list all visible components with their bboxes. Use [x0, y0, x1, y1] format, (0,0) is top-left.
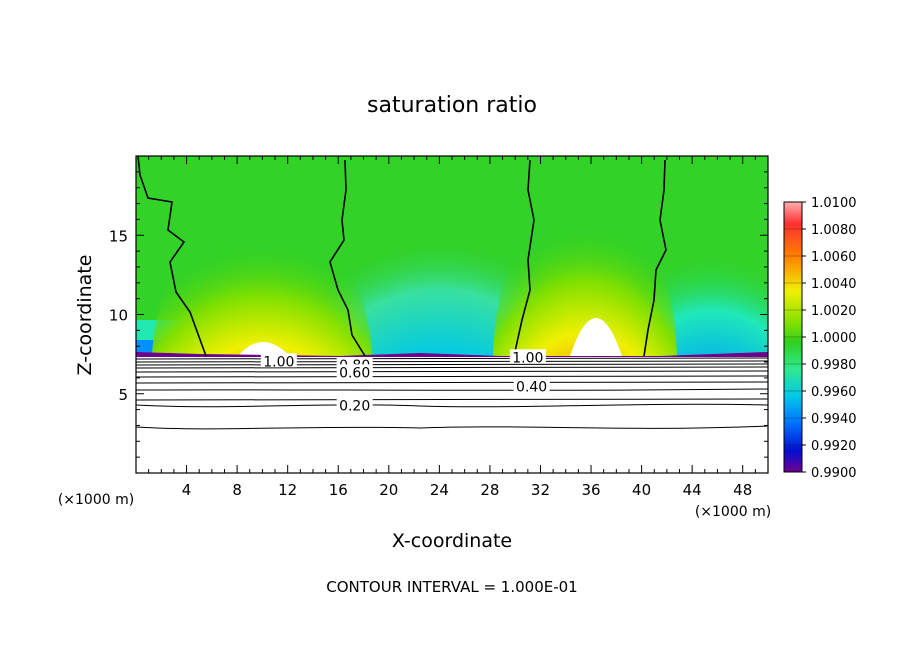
contour-label-bg [509, 349, 546, 364]
x-tick-label: 8 [232, 481, 242, 499]
contour-label: 1.00 [512, 350, 543, 366]
x-axis-ticks: 4 8 12 16 20 24 28 32 36 40 44 48 [148, 156, 756, 499]
contour-interval-note: CONTOUR INTERVAL = 1.000E-01 [326, 578, 577, 596]
chart-title: saturation ratio [367, 93, 537, 118]
plot-area [136, 156, 768, 473]
plume-core-1 [238, 342, 290, 356]
colorbar-label: 1.0100 [811, 196, 857, 211]
y-axis-label: Z-coordinate [74, 255, 96, 376]
y-tick-label: 10 [109, 307, 128, 325]
x-unit-right: (×1000 m) [695, 504, 771, 520]
x-unit-left: (×1000 m) [58, 492, 134, 508]
x-tick-label: 4 [182, 481, 192, 499]
x-tick-label: 40 [632, 481, 651, 499]
colorbar-labels: 1.0100 1.0080 1.0060 1.0040 1.0020 1.0000 0.99… [802, 196, 857, 481]
y-tick-label: 5 [118, 386, 128, 404]
x-tick-label: 44 [683, 481, 702, 499]
contour-label: 1.00 [263, 354, 294, 370]
contour-label: 0.60 [339, 365, 370, 381]
x-tick-label: 12 [278, 481, 297, 499]
contour-label: 0.40 [516, 380, 547, 396]
colorbar-label: 1.0020 [811, 304, 857, 319]
contour-label-bg [336, 397, 373, 412]
colorbar-label: 0.9940 [811, 412, 857, 427]
colorbar-label: 0.9980 [811, 358, 857, 373]
colorbar-label: 0.9900 [811, 466, 857, 481]
x-tick-label: 36 [581, 481, 600, 499]
x-axis-label: X-coordinate [392, 530, 512, 552]
y-axis-ticks: 5 10 15 [109, 171, 768, 458]
colorbar: 1.0100 1.0080 1.0060 1.0040 1.0020 1.0000 0.99… [783, 196, 857, 481]
contour-label-bg [336, 364, 373, 379]
saturation-contours [137, 156, 667, 357]
contour-label-bg [513, 378, 550, 393]
contour-label: 0.20 [339, 399, 370, 415]
contour-labels: 1.000.800.601.000.400.20 [260, 349, 550, 415]
x-tick-label: 32 [531, 481, 550, 499]
y-tick-label: 15 [109, 227, 128, 245]
colorbar-label: 0.9960 [811, 385, 857, 400]
colorbar-label: 1.0060 [811, 250, 857, 265]
colorbar-label: 1.0080 [811, 223, 857, 238]
colorbar-label: 0.9920 [811, 439, 857, 454]
colorbar-label: 1.0000 [811, 331, 857, 346]
plume-core-2 [570, 318, 622, 356]
contour-label-bg [260, 353, 297, 368]
x-tick-label: 28 [480, 481, 499, 499]
x-tick-label: 20 [379, 481, 398, 499]
colorbar-label: 1.0040 [811, 277, 857, 292]
lower-contours [136, 357, 768, 430]
x-tick-label: 48 [733, 481, 752, 499]
x-tick-label: 16 [329, 481, 348, 499]
lower-white-region [136, 356, 768, 473]
x-tick-label: 24 [430, 481, 449, 499]
